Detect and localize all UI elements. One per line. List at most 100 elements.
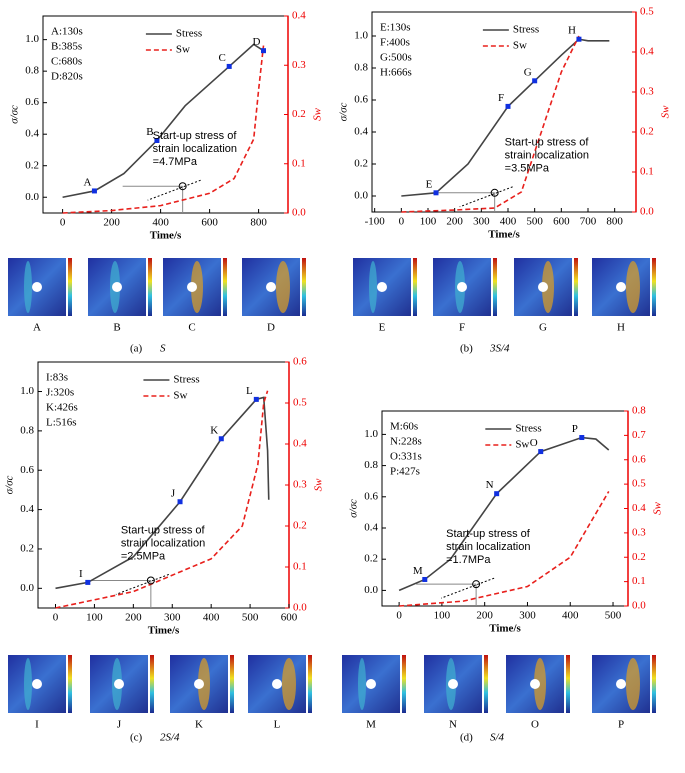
point	[253, 396, 259, 402]
y-tick-label: 0.0	[25, 191, 39, 203]
colorbar	[652, 258, 656, 316]
legend-label: Sw	[176, 44, 190, 56]
tangent	[147, 179, 201, 201]
point-label: F	[498, 92, 504, 104]
y-tick-label: 0.0	[20, 582, 34, 594]
legend-label: Sw	[515, 439, 529, 451]
panel-caption: S	[160, 343, 166, 355]
x-tick-label: 500	[526, 216, 543, 228]
panel-label: (c)	[130, 732, 143, 744]
x-tick-label: 500	[605, 610, 622, 622]
time-label: L:516s	[46, 417, 77, 429]
y2-tick-label: 0.3	[293, 479, 307, 491]
startup-point	[146, 576, 155, 585]
heatmap-band	[282, 658, 296, 710]
y-tick-label: 1.0	[20, 385, 34, 397]
x-tick-label: 300	[164, 612, 181, 624]
y2-axis-label: Sw	[652, 501, 664, 515]
colorbar	[493, 258, 497, 316]
point	[433, 190, 439, 196]
x-tick-label: 100	[86, 612, 103, 624]
annotation: strain localization	[153, 143, 237, 155]
x-tick-label: 0	[399, 216, 405, 228]
y2-tick-label: 0.1	[292, 157, 306, 169]
y2-axis-label: Sw	[660, 105, 672, 119]
y2-axis-label: Sw	[312, 107, 324, 121]
y-tick-label: 0.0	[364, 584, 378, 596]
y-axis-label: σ/σc	[4, 475, 16, 494]
colorbar	[566, 655, 570, 713]
y-tick-label: 0.8	[25, 65, 39, 77]
x-tick-label: 100	[434, 610, 451, 622]
panel-label: (b)	[460, 343, 473, 355]
hole	[32, 282, 42, 292]
x-tick-label: 200	[476, 610, 493, 622]
x-tick-label: 800	[250, 217, 267, 229]
y-tick-label: 0.6	[364, 490, 378, 502]
time-label: O:331s	[390, 451, 422, 463]
point-label: E	[426, 178, 433, 190]
series-line	[399, 491, 610, 607]
heatmap-label: K	[195, 719, 203, 731]
y2-tick-label: 0.0	[292, 207, 306, 219]
annotation: =4.7MPa	[153, 156, 198, 168]
hole	[266, 282, 276, 292]
annotation: Start-up stress of	[505, 137, 590, 149]
x-tick-label: -100	[365, 216, 386, 228]
hole	[187, 282, 197, 292]
point-label: N	[486, 479, 494, 491]
hole	[377, 282, 387, 292]
y-tick-label: 0.4	[364, 522, 378, 534]
heatmap-label: L	[274, 719, 281, 731]
panel-label: (a)	[130, 343, 143, 355]
y-tick-label: 0.2	[354, 158, 368, 170]
y2-tick-label: 0.2	[632, 551, 646, 563]
startup-point	[490, 188, 499, 197]
heatmap-label: N	[449, 719, 457, 731]
y2-tick-label: 0.8	[632, 405, 646, 417]
point-label: G	[524, 66, 532, 78]
annotation: strain localization	[121, 537, 205, 549]
time-label: E:130s	[380, 22, 411, 34]
y-tick-label: 0.4	[20, 503, 34, 515]
x-tick-label: 600	[553, 216, 570, 228]
time-label: B:385s	[51, 41, 82, 53]
tangent	[459, 186, 513, 208]
heatmap-label: G	[539, 322, 547, 334]
y-tick-label: 0.8	[364, 459, 378, 471]
hole	[194, 679, 204, 689]
x-axis-label: Time/s	[150, 230, 182, 242]
point-label: C	[219, 52, 226, 64]
colorbar	[413, 258, 417, 316]
colorbar	[652, 655, 656, 713]
y-tick-label: 0.4	[25, 128, 39, 140]
y-axis-label: σ/σc	[338, 102, 350, 121]
y2-tick-label: 0.1	[632, 575, 646, 587]
heatmap-label: J	[117, 719, 122, 731]
point	[261, 48, 266, 54]
y2-tick-label: 0.0	[632, 600, 646, 612]
point-label: K	[210, 424, 218, 436]
y2-tick-label: 0.7	[632, 429, 646, 441]
y2-tick-label: 0.0	[293, 602, 307, 614]
heatmap-band	[276, 261, 290, 313]
time-label: I:83s	[46, 372, 68, 384]
legend-label: Stress	[173, 374, 199, 386]
point	[505, 103, 511, 109]
y2-axis-label: Sw	[313, 478, 325, 492]
point	[538, 449, 544, 455]
heatmap-label: P	[618, 719, 624, 731]
time-label: J:320s	[46, 387, 74, 399]
y-tick-label: 1.0	[25, 33, 39, 45]
x-tick-label: 200	[103, 217, 120, 229]
legend-label: Stress	[513, 24, 539, 36]
tangent	[115, 573, 170, 595]
point-label: O	[530, 437, 538, 449]
heatmap-label: D	[267, 322, 275, 334]
x-tick-label: 800	[606, 216, 623, 228]
hole	[457, 282, 467, 292]
x-tick-label: 500	[242, 612, 259, 624]
y2-tick-label: 0.3	[632, 526, 646, 538]
hole	[616, 282, 626, 292]
